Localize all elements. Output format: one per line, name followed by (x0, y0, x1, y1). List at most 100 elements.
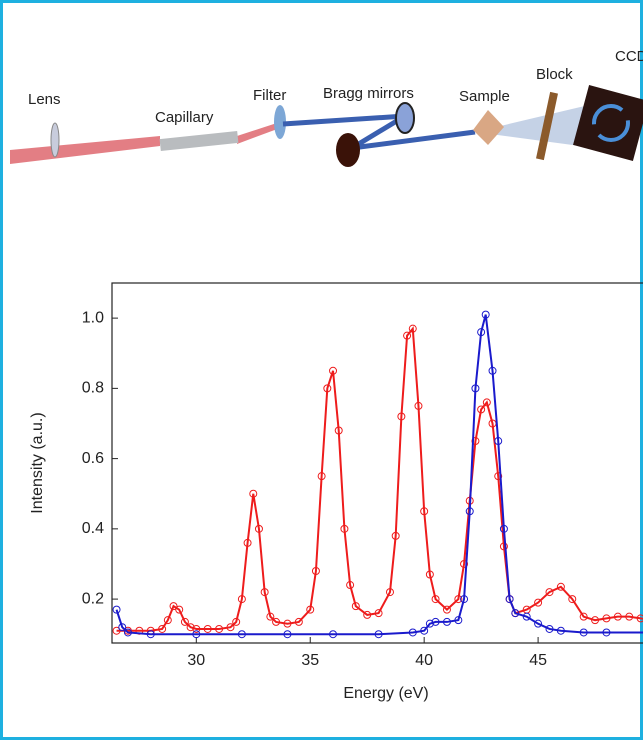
y-tick-label: 0.2 (82, 590, 104, 607)
data-point (175, 605, 184, 614)
data-point (169, 602, 178, 611)
data-point (591, 616, 600, 625)
data-point (408, 324, 417, 333)
data-point (499, 542, 508, 551)
data-point (425, 619, 434, 628)
data-point (499, 524, 508, 533)
data-point (613, 612, 622, 621)
data-point (425, 570, 434, 579)
data-point (346, 581, 355, 590)
data-point (636, 614, 643, 623)
data-point (403, 331, 412, 340)
mirror (395, 102, 415, 134)
data-point (385, 588, 394, 597)
data-point (158, 624, 167, 633)
data-point (374, 630, 383, 639)
data-point (329, 630, 338, 639)
data-point (568, 595, 577, 604)
data-point (625, 612, 634, 621)
data-point (249, 489, 258, 498)
series-line (115, 314, 643, 636)
label: Capillary (155, 109, 214, 126)
data-point (465, 507, 474, 516)
data-point (522, 612, 531, 621)
data-point (306, 605, 315, 614)
data-point (180, 617, 189, 626)
data-point (556, 582, 565, 591)
data-point (260, 588, 269, 597)
data-point (237, 595, 246, 604)
data-point (534, 619, 543, 628)
data-point (420, 626, 429, 635)
data-point (283, 630, 292, 639)
data-point (317, 472, 326, 481)
data-point (215, 624, 224, 633)
data-point (505, 595, 514, 604)
y-tick-label: 0.4 (82, 520, 104, 537)
y-axis-label: Intensity (a.u.) (29, 412, 46, 513)
x-tick-label: 40 (415, 652, 433, 669)
data-point (254, 524, 263, 533)
data-point (203, 624, 212, 633)
data-point (477, 405, 486, 414)
data-point (494, 472, 503, 481)
data-point (118, 623, 127, 632)
ccd (573, 85, 643, 161)
label: Block (536, 66, 573, 83)
mirror (336, 133, 360, 167)
data-point (226, 623, 235, 632)
data-point (192, 630, 201, 639)
data-point (123, 628, 132, 637)
data-point (454, 595, 463, 604)
data-point (363, 610, 372, 619)
red-beam (237, 122, 280, 144)
data-point (391, 531, 400, 540)
label: Bragg mirrors (323, 85, 414, 102)
filter (274, 105, 286, 139)
plot-frame (111, 282, 643, 644)
data-point (471, 384, 480, 393)
data-point (460, 595, 469, 604)
data-point (294, 617, 303, 626)
data-point (431, 595, 440, 604)
data-point (442, 617, 451, 626)
data-point (311, 567, 320, 575)
red-beam (10, 136, 160, 164)
data-point (112, 626, 121, 635)
data-point (374, 609, 383, 618)
data-point (431, 617, 440, 626)
x-tick-label: 30 (187, 652, 205, 669)
data-point (511, 609, 520, 618)
data-point (602, 628, 611, 637)
data-point (579, 628, 588, 637)
x-tick-label: 45 (529, 652, 547, 669)
data-point (283, 619, 292, 628)
sample (473, 110, 504, 145)
data-point (334, 426, 343, 435)
lens (50, 122, 60, 158)
data-point (112, 605, 121, 614)
data-point (272, 617, 281, 626)
y-tick-label: 1.0 (82, 309, 104, 326)
data-point (442, 605, 451, 614)
data-point (186, 623, 195, 632)
block (536, 91, 558, 161)
data-point (232, 617, 241, 626)
data-point (545, 624, 554, 633)
data-point (477, 328, 486, 337)
data-point (420, 507, 429, 516)
data-point (323, 384, 332, 393)
data-point (488, 366, 497, 375)
data-point (329, 366, 338, 375)
y-tick-label: 0.6 (82, 450, 104, 467)
data-point (556, 626, 565, 635)
data-point (460, 559, 469, 568)
data-point (471, 437, 480, 446)
x-axis-label: Energy (eV) (343, 685, 428, 702)
ccd-ring (592, 104, 630, 142)
blue-beam (282, 113, 476, 151)
x-tick-label: 35 (301, 652, 319, 669)
data-point (397, 412, 406, 421)
capillary (159, 130, 239, 152)
